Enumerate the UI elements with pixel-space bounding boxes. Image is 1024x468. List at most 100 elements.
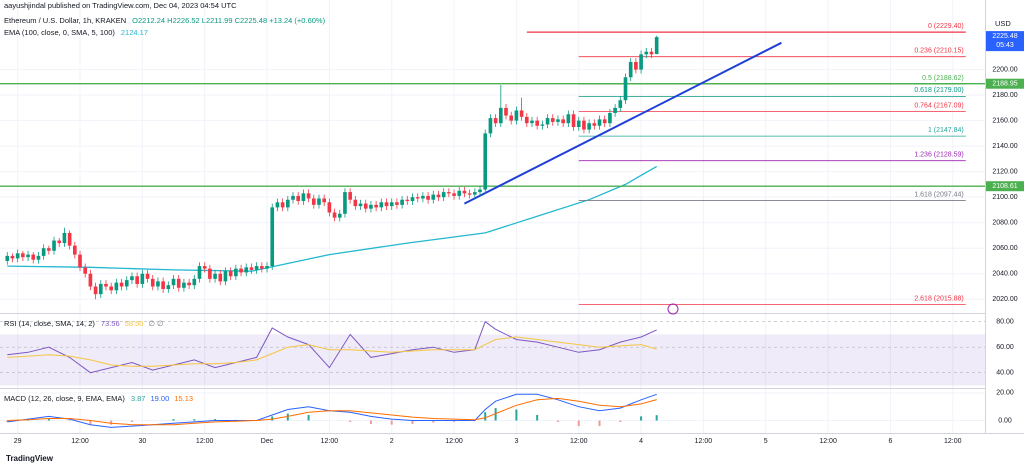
candle-body — [119, 282, 124, 287]
ema-legend: EMA (100, close, 0, SMA, 5, 100) — [4, 28, 115, 37]
candle-body — [223, 271, 228, 282]
candle-body — [571, 114, 576, 128]
candle-body — [530, 120, 534, 124]
candle-body — [197, 266, 202, 279]
candle-body — [228, 271, 233, 277]
candle-body — [535, 120, 539, 126]
candle-body — [431, 194, 436, 200]
candle-body — [104, 283, 108, 287]
histogram-bar — [349, 420, 352, 422]
indicator-line — [7, 336, 657, 367]
candle-body — [270, 207, 275, 267]
candle-body — [260, 266, 264, 269]
fib-label: 0 (2229.40) — [928, 23, 964, 30]
candle-body — [327, 202, 332, 213]
event-icon[interactable] — [667, 303, 679, 315]
plot: 29 12:00 30 12:00 Dec 12:00 2 12:00 3 12:00 4 12:00… — [0, 23, 1024, 445]
y-tick-label: 2040.00 — [992, 271, 1017, 278]
candle-body — [644, 51, 649, 55]
candle-body — [369, 204, 373, 209]
candle-body — [478, 189, 482, 193]
histogram-bar — [369, 420, 372, 424]
grid — [0, 0, 985, 433]
candle-body — [15, 253, 20, 259]
candle-body — [654, 37, 659, 54]
candle-body — [436, 194, 441, 198]
candle-body — [415, 197, 420, 199]
candle-body — [618, 100, 623, 108]
candle-body — [556, 119, 560, 122]
y-tick-label: 2140.00 — [992, 143, 1017, 150]
histogram-bar — [68, 420, 71, 422]
candle-body — [348, 192, 352, 200]
candle-body — [254, 266, 259, 270]
x-tick-label: 12:00 — [944, 438, 962, 445]
fib-label: 1.236 (2128.59) — [914, 152, 963, 159]
candle-body — [31, 254, 36, 260]
y-tick-label: 2100.00 — [992, 194, 1017, 201]
candle-body — [78, 254, 82, 268]
candle-body — [322, 198, 326, 203]
candle-body — [447, 192, 451, 194]
candle-body — [561, 119, 565, 124]
candle-body — [421, 195, 425, 199]
candle-body — [72, 245, 77, 255]
candle-body — [21, 253, 25, 258]
candle-body — [343, 192, 347, 214]
candle-body — [587, 123, 591, 130]
candle-body — [156, 281, 160, 287]
level-label: 2188.95 — [992, 81, 1017, 88]
indicator-value: 73.56 — [101, 319, 120, 328]
histogram-bar — [110, 420, 113, 425]
candle-body — [234, 268, 238, 277]
fib-label: 0.5 (2188.62) — [922, 75, 964, 82]
x-tick-label: 29 — [14, 438, 22, 445]
pane-separator — [0, 313, 985, 314]
indicator-value: 3.87 — [131, 394, 146, 403]
candle-body — [602, 119, 607, 124]
candle-body — [52, 240, 56, 251]
histogram-bar — [47, 418, 50, 421]
histogram-bar — [271, 416, 274, 421]
currency: USD — [995, 19, 1011, 28]
candle-body — [519, 110, 524, 117]
candle-body — [488, 118, 493, 134]
y-tick-label: 0.00 — [998, 417, 1012, 424]
fib-label: 0.236 (2210.15) — [914, 48, 963, 55]
candle-body — [483, 133, 488, 190]
candle-body — [135, 276, 139, 284]
histogram-bar — [172, 419, 175, 421]
candle-body — [10, 255, 15, 259]
fib-label: 2.618 (2015.88) — [914, 295, 963, 302]
footer-logo: TradingView — [6, 454, 54, 463]
indicator-value: 19.00 — [150, 394, 169, 403]
x-tick-label: 6 — [888, 438, 892, 445]
candle-body — [47, 248, 51, 251]
candle-body — [145, 273, 150, 279]
x-tick-label: 12:00 — [570, 438, 588, 445]
candle-body — [218, 273, 223, 282]
candle-body — [239, 268, 243, 273]
candle-body — [498, 107, 503, 124]
histogram-bar — [484, 412, 487, 421]
candle-body — [306, 193, 311, 199]
y-tick-label: 2020.00 — [992, 296, 1017, 303]
candle-body — [441, 192, 446, 198]
level-label-bg — [986, 181, 1024, 192]
candle-body — [301, 193, 306, 202]
candle-body — [36, 255, 41, 260]
candle-body — [592, 123, 597, 126]
candle-body — [57, 240, 62, 244]
candle-body — [124, 280, 129, 287]
y-tick-label: 2160.00 — [992, 117, 1017, 124]
histogram-bar — [494, 408, 497, 421]
candle-body — [576, 120, 581, 128]
ema-legend-value: 2124.17 — [121, 28, 148, 37]
candle-body — [244, 267, 249, 273]
candle-body — [540, 124, 545, 126]
candle-body — [109, 286, 113, 291]
candle-body — [400, 199, 404, 205]
ema-line — [7, 165, 658, 272]
candle-body — [566, 114, 571, 124]
